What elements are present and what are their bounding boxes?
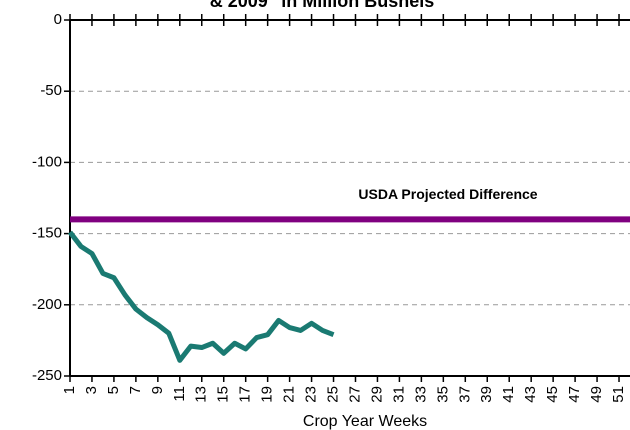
data-line xyxy=(68,230,335,363)
x-tick-label: 31 xyxy=(390,386,407,403)
x-tick-label: 17 xyxy=(237,386,254,403)
chart-title: & 2009" in Million Bushels xyxy=(210,0,435,11)
y-tick-label: -150 xyxy=(32,225,62,242)
y-tick-label: 0 xyxy=(54,11,62,28)
x-tick-label: 9 xyxy=(149,386,166,394)
x-tick-label: 43 xyxy=(522,386,539,403)
x-tick-label: 51 xyxy=(610,386,627,403)
x-tick-label: 35 xyxy=(434,386,451,403)
x-tick-label: 49 xyxy=(588,386,605,403)
x-tick-label: 45 xyxy=(544,386,561,403)
y-tick-label: -50 xyxy=(40,82,62,99)
x-tick-label: 21 xyxy=(281,386,298,403)
y-tick-label: -100 xyxy=(32,153,62,170)
x-tick-label: 7 xyxy=(127,386,144,394)
y-tick-label: -200 xyxy=(32,296,62,313)
x-tick-label: 13 xyxy=(193,386,210,403)
x-tick-label: 15 xyxy=(215,386,232,403)
reference-label: USDA Projected Difference xyxy=(358,186,537,202)
x-tick-label: 23 xyxy=(303,386,320,403)
x-tick-label: 47 xyxy=(566,386,583,403)
x-tick-label: 37 xyxy=(456,386,473,403)
x-tick-label: 27 xyxy=(346,386,363,403)
y-tick-label: -250 xyxy=(32,367,62,384)
x-tick-label: 29 xyxy=(368,386,385,403)
x-tick-label: 33 xyxy=(412,386,429,403)
x-tick-label: 41 xyxy=(500,386,517,403)
x-tick-label: 19 xyxy=(259,386,276,403)
x-tick-label: 5 xyxy=(105,386,122,394)
x-tick-label: 1 xyxy=(61,386,78,394)
x-tick-label: 25 xyxy=(324,386,341,403)
x-axis-label: Crop Year Weeks xyxy=(303,413,427,430)
x-tick-label: 39 xyxy=(478,386,495,403)
x-tick-label: 3 xyxy=(83,386,100,394)
x-tick-label: 11 xyxy=(171,386,188,402)
